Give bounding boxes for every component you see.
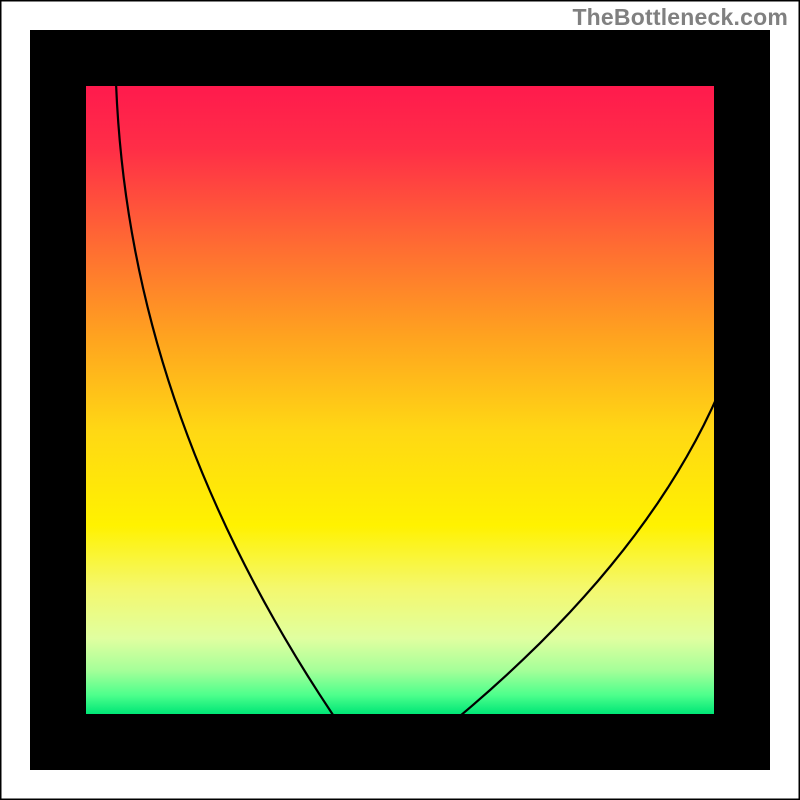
- chart-container: TheBottleneck.com: [0, 0, 800, 800]
- bottleneck-chart: [0, 0, 800, 800]
- gradient-background: [86, 86, 714, 714]
- watermark-text: TheBottleneck.com: [572, 4, 788, 31]
